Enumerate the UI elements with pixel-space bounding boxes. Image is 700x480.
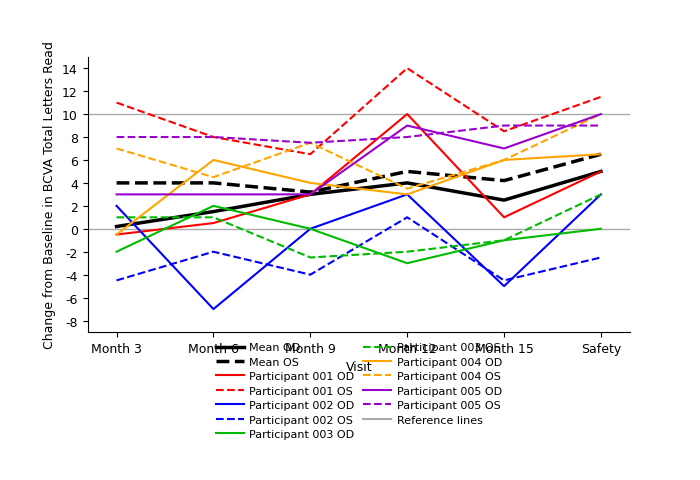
Y-axis label: Change from Baseline in BCVA Total Letters Read: Change from Baseline in BCVA Total Lette… [43, 41, 56, 348]
X-axis label: Visit: Visit [345, 360, 372, 373]
Legend: Mean OD, Mean OS, Participant 001 OD, Participant 001 OS, Participant 002 OD, Pa: Mean OD, Mean OS, Participant 001 OD, Pa… [211, 338, 506, 444]
